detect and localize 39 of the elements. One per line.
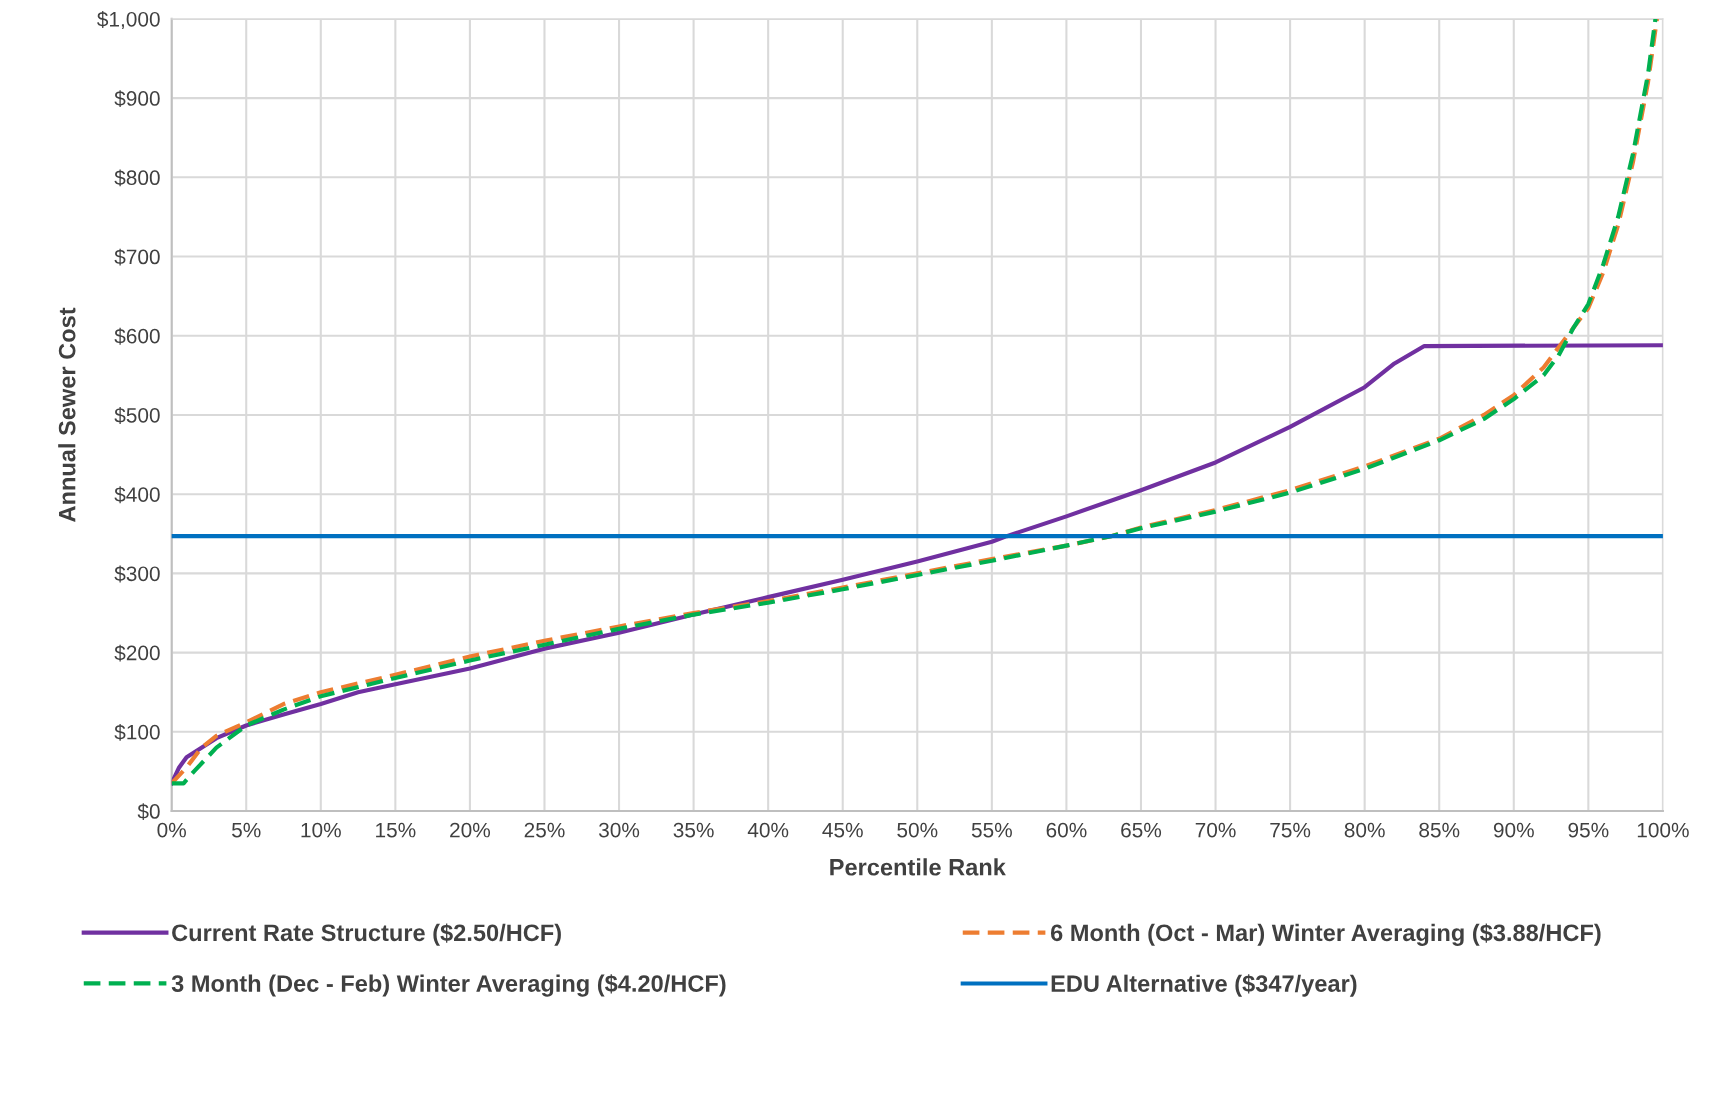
x-tick-label: 85%: [1419, 822, 1460, 838]
x-tick-label: 65%: [1121, 822, 1162, 838]
y-tick-label: $300: [114, 565, 160, 583]
y-tick-label: $1,000: [97, 11, 160, 30]
x-tick-label: 100%: [1637, 822, 1689, 838]
x-axis-title: Percentile Rank: [830, 858, 1006, 876]
x-tick-label: 95%: [1568, 822, 1609, 838]
x-tick-label: 70%: [1195, 822, 1236, 838]
x-tick-label: 80%: [1344, 822, 1385, 838]
y-tick-label: $600: [114, 327, 160, 345]
y-tick-label: $800: [114, 169, 160, 187]
y-tick-label: $200: [114, 644, 160, 662]
y-axis-title: Annual Sewer Cost: [58, 307, 76, 522]
x-tick-label: 40%: [747, 822, 789, 838]
x-tick-label: 45%: [822, 822, 863, 838]
x-tick-label: 35%: [673, 822, 714, 838]
y-tick-label: $100: [114, 723, 160, 741]
legend-label: Current Rate Structure ($2.50/HCF): [172, 923, 561, 946]
x-tick-label: 60%: [1046, 822, 1087, 838]
y-tick-label: $700: [114, 248, 160, 266]
x-tick-label: 50%: [897, 822, 938, 838]
legend-label: 6 Month (Oct - Mar) Winter Averaging ($3.88/HCF): [1050, 923, 1601, 946]
x-tick-label: 55%: [971, 822, 1012, 838]
x-tick-label: 10%: [301, 822, 341, 838]
x-tick-label: 90%: [1493, 822, 1534, 838]
y-tick-label: $900: [114, 90, 160, 108]
y-tick-label: $500: [114, 407, 160, 424]
x-tick-label: 20%: [450, 822, 491, 838]
x-tick-label: 25%: [524, 822, 565, 838]
x-tick-label: 5%: [232, 822, 261, 838]
x-tick-label: 15%: [376, 822, 416, 838]
y-tick-label: $0: [137, 803, 160, 821]
x-tick-label: 75%: [1270, 822, 1311, 838]
legend-label: 3 Month (Dec - Feb) Winter Averaging ($4.20/HCF): [171, 974, 726, 997]
y-tick-label: $400: [114, 486, 160, 504]
x-tick-label: 0%: [157, 822, 186, 838]
legend-label: EDU Alternative ($347/year): [1051, 974, 1357, 997]
line-series: [171, 343, 1663, 786]
x-tick-label: 30%: [598, 822, 640, 838]
